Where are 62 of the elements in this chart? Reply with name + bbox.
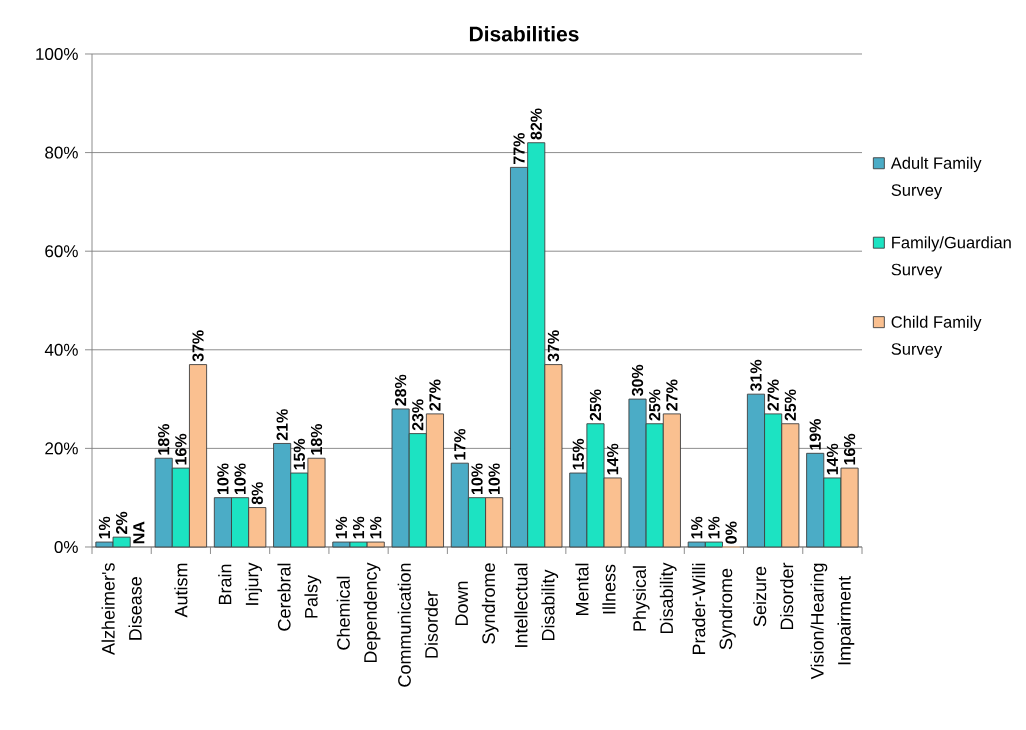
x-tick-label: Autism: [174, 563, 188, 618]
data-label: 31%: [750, 359, 762, 392]
data-label: 14%: [826, 443, 839, 475]
y-tick-label: 60%: [45, 245, 78, 258]
data-label: 0%: [725, 521, 737, 544]
x-tick-label: Alzheimer's Disease: [101, 563, 142, 655]
x-tick-label: Brain Injury: [218, 562, 262, 605]
x-tick-label: Chemical Dependency: [336, 562, 381, 663]
x-tick-label: Mental Illness: [575, 563, 616, 616]
data-label: 27%: [429, 379, 441, 411]
data-label: 23%: [412, 399, 424, 431]
data-label: 10%: [471, 463, 483, 494]
data-label: 21%: [276, 409, 288, 441]
data-label: 14%: [607, 443, 619, 475]
data-label: 19%: [809, 419, 821, 450]
data-label: 16%: [175, 433, 187, 465]
legend-label: Family/Guardian Survey: [891, 236, 1011, 279]
data-label: 30%: [631, 364, 644, 397]
y-tick-label: 80%: [45, 146, 78, 159]
data-label: 77%: [513, 133, 525, 164]
data-label: 1%: [98, 516, 111, 539]
x-tick-label: Down Syndrome: [455, 563, 499, 644]
data-label: 1%: [352, 516, 365, 539]
data-label: 28%: [394, 374, 407, 406]
x-tick-label: Intellectual Disability: [514, 563, 559, 647]
data-label: 1%: [370, 516, 382, 539]
data-label: 17%: [454, 428, 466, 460]
x-tick-label: Vision/Hearing Impairment: [810, 563, 855, 680]
y-tick-label: 40%: [44, 343, 78, 356]
x-tick-label: Communication Disorder: [397, 563, 438, 687]
data-label: 15%: [293, 438, 305, 470]
x-tick-label: Prader-Willi Syndrome: [692, 563, 736, 655]
legend-label: Child Family Survey: [891, 315, 982, 359]
text: NA: [133, 521, 145, 544]
data-label: 18%: [158, 423, 170, 455]
data-label: 25%: [649, 389, 661, 421]
data-label: 8%: [251, 482, 263, 505]
chart-title: Disabilities: [469, 26, 579, 42]
data-label: 37%: [192, 330, 204, 362]
data-label: 16%: [843, 433, 856, 465]
data-label: 1%: [335, 516, 347, 539]
data-label: 2%: [115, 511, 128, 534]
x-tick-label: Seizure Disorder: [753, 562, 794, 630]
data-label: 1%: [691, 516, 703, 539]
data-label: 1%: [708, 516, 720, 539]
data-label: 10%: [488, 463, 500, 494]
y-tick-label: 0%: [54, 540, 78, 554]
y-tick-label: 20%: [45, 442, 78, 455]
data-label: 10%: [234, 463, 246, 494]
legend-label: Adult Family Survey: [890, 156, 982, 200]
data-label: 18%: [310, 423, 323, 455]
data-label: 27%: [666, 379, 678, 411]
x-tick-label: Physical Disability: [632, 562, 677, 634]
data-label: 37%: [547, 330, 560, 362]
data-label: 82%: [530, 108, 542, 140]
data-label: 25%: [589, 389, 602, 421]
data-label: 27%: [767, 379, 779, 411]
data-label: 15%: [572, 438, 584, 470]
y-tick-label: 100%: [36, 47, 78, 61]
data-label: 25%: [784, 389, 796, 421]
data-label: 10%: [217, 463, 229, 494]
x-tick-label: Cerebral Palsy: [277, 563, 322, 631]
